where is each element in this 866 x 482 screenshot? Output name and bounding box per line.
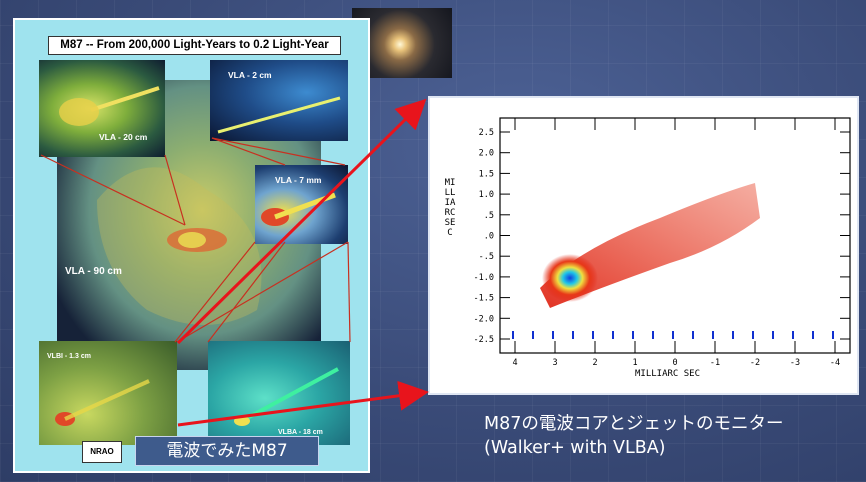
beam-marker [592,331,594,339]
x-tick-label: 0 [672,358,677,368]
radio-core [542,254,598,302]
beam-marker [552,331,554,339]
m87-poster: M87 -- From 200,000 Light-Years to 0.2 L… [13,18,370,473]
y-tick-label: -1.5 [474,294,494,304]
vla-2cm-image: VLA - 2 cm [210,60,348,141]
beam-marker [532,331,534,339]
x-tick-label: -3 [790,358,800,368]
y-axis-ticks: 2.5 2.0 1.5 1.0 .5 .0 -.5 -1.0 -1.5 -2.0 -2.5 [474,128,850,345]
y-tick-label: 2.0 [479,149,494,159]
chart-svg: 2.5 2.0 1.5 1.0 .5 .0 -.5 -1.0 -1.5 -2.0 -2.5 4 3 2 1… [430,98,857,393]
y-tick-label: -2.0 [474,314,494,324]
y-tick-label: -.5 [479,252,494,262]
beam-marker [632,331,634,339]
x-tick-label: 2 [592,358,597,368]
x-axis-ticks: 4 3 2 1 0 -1 -2 -3 -4 [512,118,840,368]
vla-20cm-jet [59,86,160,126]
beam-marker [712,331,714,339]
vla-7mm-label: VLA - 7 mm [275,175,322,185]
vlbi-jet [55,379,150,426]
vla-7mm-image: VLA - 7 mm [255,165,348,244]
y-tick-label: -1.0 [474,273,494,283]
vlba-18cm-image: VLBA - 18 cm [208,341,350,445]
beam-marker [812,331,814,339]
chart-caption-line1: M87の電波コアとジェットのモニター [484,414,784,434]
poster-caption: 電波でみたM87 [135,436,319,466]
vlba-label: VLBA - 18 cm [278,429,323,436]
beam-markers [512,331,834,339]
x-tick-label: 3 [552,358,557,368]
beam-marker [732,331,734,339]
y-tick-label: 2.5 [479,128,494,138]
beam-marker [692,331,694,339]
x-axis-label: MILLIARC SEC [635,369,701,379]
beam-marker [512,331,514,339]
y-axis-label: MILLIARC SEC [444,178,456,238]
x-tick-label: -4 [830,358,840,368]
y-tick-label: -2.5 [474,335,494,345]
beam-marker [772,331,774,339]
vla-2cm-label: VLA - 2 cm [228,70,272,80]
beam-marker [652,331,654,339]
chart-caption: M87の電波コアとジェットのモニター (Walker+ with VLBA) [484,412,784,460]
vla-20cm-label: VLA - 20 cm [99,132,148,142]
y-tick-label: 1.5 [479,169,494,179]
x-tick-label: 4 [512,358,517,368]
vlba-map-chart: 2.5 2.0 1.5 1.0 .5 .0 -.5 -1.0 -1.5 -2.0 -2.5 4 3 2 1… [428,96,859,395]
beam-marker [612,331,614,339]
nrao-logo: NRAO [82,441,122,463]
chart-caption-line2: (Walker+ with VLBA) [484,438,666,458]
beam-marker [752,331,754,339]
x-tick-label: -2 [750,358,760,368]
vla-90cm-label: VLA - 90 cm [65,266,122,277]
y-tick-label: .5 [484,211,494,221]
y-tick-label: .0 [484,232,494,242]
beam-marker [572,331,574,339]
vlbi-1.3cm-image: VLBI - 1.3 cm [39,341,177,445]
beam-marker [832,331,834,339]
vla-20cm-image: VLA - 20 cm [39,60,165,157]
vlbi-label: VLBI - 1.3 cm [47,353,91,360]
beam-marker [792,331,794,339]
y-tick-label: 1.0 [479,190,494,200]
x-tick-label: -1 [710,358,720,368]
poster-title: M87 -- From 200,000 Light-Years to 0.2 L… [48,36,341,55]
x-tick-label: 1 [632,358,637,368]
beam-marker [672,331,674,339]
